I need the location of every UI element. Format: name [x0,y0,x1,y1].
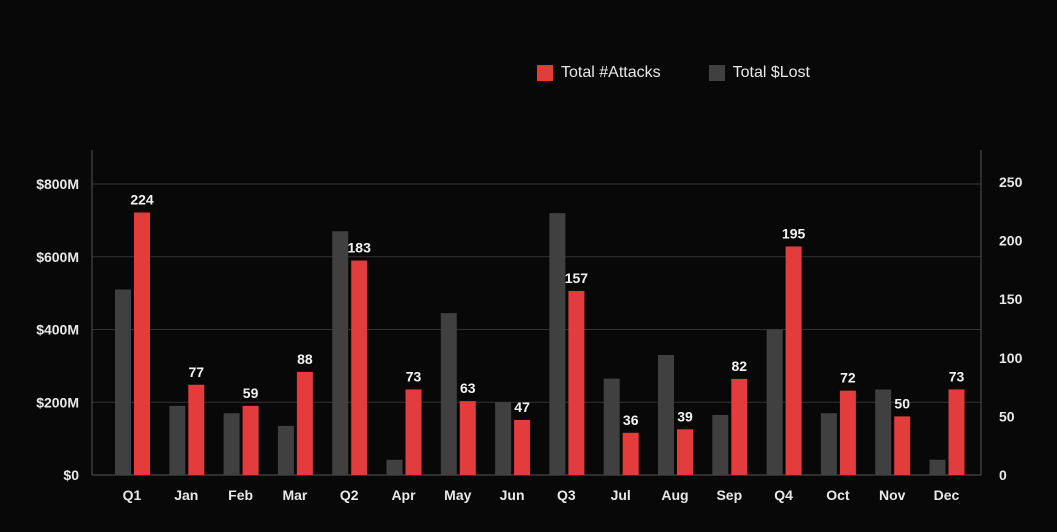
legend-label-attacks: Total #Attacks [561,64,661,81]
data-label-attacks: 195 [782,225,806,241]
x-tick-label: Jan [174,487,198,503]
data-label-attacks: 50 [894,395,910,411]
bar-total-attacks [405,389,422,475]
bar-total-lost [658,354,674,475]
bar-total-lost [169,405,186,475]
y-right-tick-label: 50 [999,408,1015,424]
x-tick-label: Nov [879,487,906,503]
bar-total-lost [549,213,566,475]
bar-total-lost [440,313,457,475]
bar-total-lost [875,389,892,475]
bar-total-lost [929,459,946,475]
x-tick-label: Jun [500,487,525,503]
bar-total-attacks [568,290,585,475]
y-right-tick-label: 0 [999,467,1007,483]
bar-total-lost [495,402,512,475]
legend-label-lost: Total $Lost [732,64,810,81]
bar-total-lost [223,413,240,475]
grid-lines [92,183,981,403]
bar-total-attacks [677,429,693,475]
bar-total-lost [277,425,294,475]
legend-item-attacks: Total #Attacks [537,64,661,82]
x-tick-label: Q4 [774,487,793,503]
x-tick-label: Q3 [557,487,576,503]
data-labels: 224 77 59 88 183 73 63 47 157 36 39 82 195 72 50 73 [130,191,964,427]
y-right-tick-label: 250 [999,174,1023,190]
data-label-attacks: 77 [189,364,205,380]
x-tick-label: Dec [934,487,960,503]
y-left-tick-label: $600M [36,249,79,265]
y-left-tick-label: $0 [63,467,79,483]
y-right-tick-label: 150 [999,291,1023,307]
bar-total-attacks [134,212,150,476]
x-tick-label: Oct [826,487,850,503]
bar-total-attacks [839,390,856,475]
bar-total-attacks [514,419,531,475]
bar-total-attacks [622,432,639,475]
x-tick-label: Jul [611,487,631,503]
bar-total-lost [603,378,620,475]
data-label-attacks: 36 [623,412,639,428]
x-tick-label: Q2 [340,487,359,503]
bar-total-lost [766,329,783,475]
y-left-tick-label: $800M [36,176,79,192]
bar-total-attacks [459,401,476,475]
bar-total-lost [386,459,403,475]
bar-total-attacks [351,260,368,475]
y-right-tick-label: 200 [999,233,1023,249]
x-tick-label: Aug [661,487,688,503]
bars [115,212,965,476]
x-tick-label: May [444,487,471,503]
data-label-attacks: 59 [243,385,259,401]
chart-legend: Total #Attacks Total $Lost [537,64,858,82]
data-label-attacks: 82 [732,358,748,374]
data-label-attacks: 157 [565,270,589,286]
data-label-attacks: 88 [297,351,313,367]
bar-total-attacks [948,389,965,475]
data-label-attacks: 72 [840,370,856,386]
bar-total-attacks [242,405,259,475]
x-tick-label: Feb [228,487,253,503]
x-tick-label: Mar [282,487,307,503]
data-label-attacks: 73 [406,368,422,384]
data-label-attacks: 63 [460,380,476,396]
y-left-tick-label: $200M [36,394,79,410]
data-label-attacks: 47 [514,399,530,415]
bar-total-attacks [731,378,748,475]
bar-total-attacks [188,384,205,475]
bar-total-lost [115,289,131,475]
bar-total-lost [820,413,837,475]
data-label-attacks: 73 [949,368,965,384]
bar-total-lost [332,231,349,475]
bar-total-attacks [296,371,313,475]
legend-swatch-lost [708,65,725,81]
x-tick-label: Q1 [123,487,142,503]
data-label-attacks: 39 [677,408,693,424]
bar-total-attacks [894,416,911,475]
x-tick-label: Apr [391,487,416,503]
bar-total-lost [712,414,729,475]
y-left-tick-label: $400M [36,322,79,338]
legend-item-lost: Total $Lost [708,64,810,82]
data-label-attacks: 183 [348,240,372,256]
y-right-tick-label: 100 [999,350,1023,366]
data-label-attacks: 224 [130,191,154,207]
x-tick-label: Sep [716,487,742,503]
bar-total-attacks [785,246,802,475]
legend-swatch-attacks [537,65,553,81]
